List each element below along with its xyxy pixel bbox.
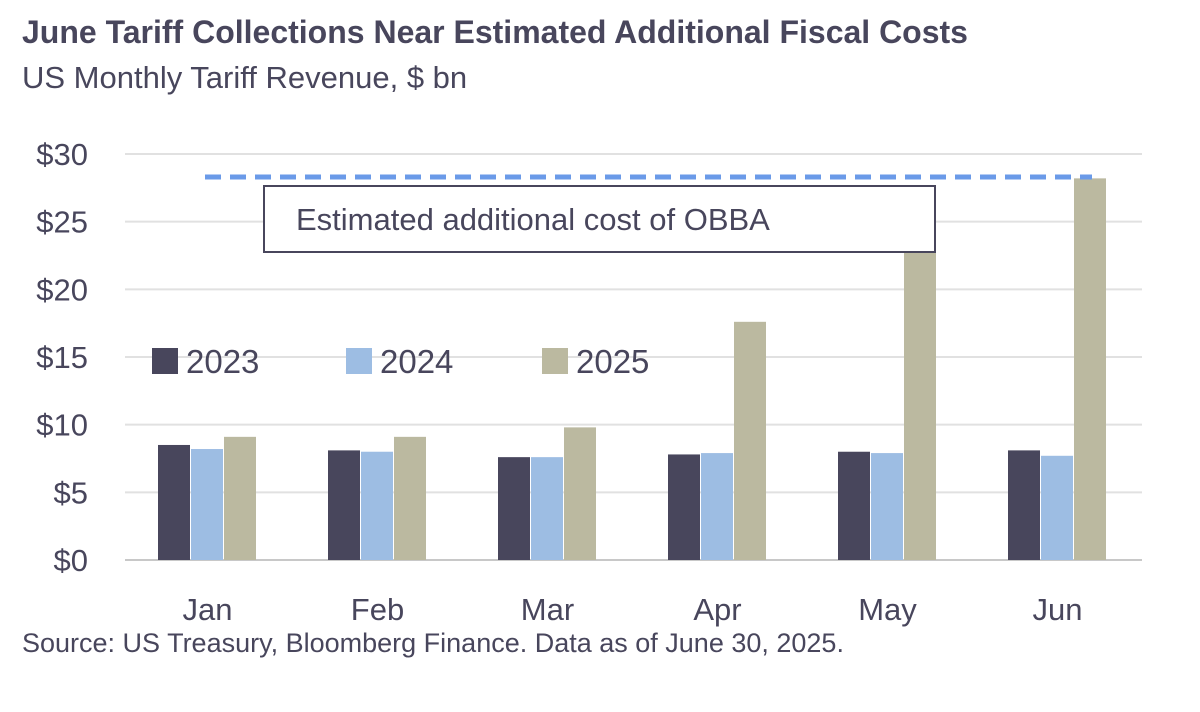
x-tick-label: Jun	[1033, 592, 1083, 627]
bar-2023-may	[838, 451, 870, 560]
legend-label-2024: 2024	[380, 343, 453, 380]
chart-title: June Tariff Collections Near Estimated A…	[22, 14, 968, 50]
bar-2025-jan	[224, 436, 256, 560]
x-tick-label: Feb	[351, 592, 404, 627]
annotation-label: Estimated additional cost of OBBA	[296, 202, 770, 237]
bar-2023-jan	[158, 444, 190, 560]
bar-2024-jun	[1041, 455, 1073, 560]
x-tick-label: Jan	[183, 592, 233, 627]
y-tick-label: $15	[36, 340, 88, 375]
bar-2023-feb	[328, 450, 360, 560]
bars	[158, 178, 1106, 561]
legend-swatch-2024	[346, 348, 372, 374]
bar-2025-feb	[394, 436, 426, 560]
bar-2025-apr	[734, 321, 766, 560]
x-tick-label: May	[858, 592, 917, 627]
legend: 2023 2024 2025	[152, 343, 649, 380]
bar-2024-may	[871, 453, 903, 560]
bar-2025-mar	[564, 427, 596, 560]
bar-2024-mar	[531, 457, 563, 560]
y-tick-label: $10	[36, 408, 88, 443]
x-tick-label: Apr	[693, 592, 741, 627]
source-note: Source: US Treasury, Bloomberg Finance. …	[22, 628, 844, 658]
annotation-box	[263, 185, 936, 253]
annotation: Estimated additional cost of OBBA	[205, 174, 1092, 253]
x-axis-ticks: Jan Feb Mar Apr May Jun	[183, 592, 1083, 627]
y-tick-label: $30	[36, 137, 88, 172]
bar-2025-jun	[1074, 178, 1106, 561]
bar-2025-may	[904, 233, 936, 560]
legend-swatch-2023	[152, 348, 178, 374]
y-tick-label: $0	[54, 543, 88, 578]
bar-2023-mar	[498, 457, 530, 560]
y-axis-ticks: $0 $5 $10 $15 $20 $25 $30	[36, 137, 88, 578]
legend-swatch-2025	[542, 348, 568, 374]
bar-2024-jan	[191, 449, 223, 560]
legend-label-2023: 2023	[186, 343, 259, 380]
bar-2024-feb	[361, 451, 393, 560]
y-tick-label: $20	[36, 272, 88, 307]
y-tick-label: $25	[36, 205, 88, 240]
y-tick-label: $5	[54, 475, 88, 510]
legend-label-2025: 2025	[576, 343, 649, 380]
x-tick-label: Mar	[521, 592, 574, 627]
bar-2024-apr	[701, 453, 733, 560]
bar-2023-jun	[1008, 450, 1040, 560]
bar-2023-apr	[668, 454, 700, 560]
chart-subtitle: US Monthly Tariff Revenue, $ bn	[22, 60, 468, 95]
